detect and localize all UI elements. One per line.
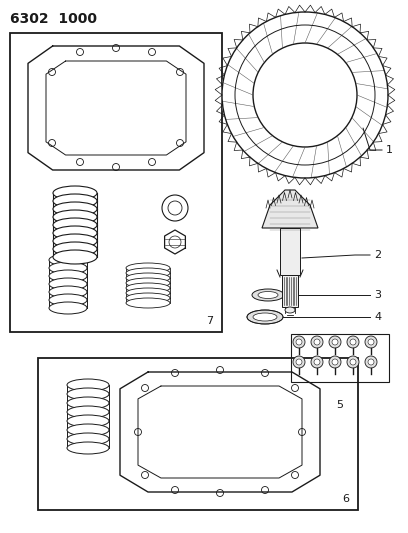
- Ellipse shape: [49, 302, 87, 314]
- Ellipse shape: [67, 415, 109, 427]
- Ellipse shape: [67, 397, 109, 409]
- Ellipse shape: [67, 379, 109, 391]
- Ellipse shape: [258, 292, 278, 298]
- Circle shape: [347, 336, 359, 348]
- Circle shape: [296, 339, 302, 345]
- Circle shape: [311, 356, 323, 368]
- Circle shape: [368, 359, 374, 365]
- Ellipse shape: [253, 313, 277, 321]
- Ellipse shape: [49, 294, 87, 306]
- Ellipse shape: [126, 268, 170, 278]
- Ellipse shape: [247, 310, 283, 324]
- Text: 3: 3: [374, 290, 381, 300]
- Ellipse shape: [53, 250, 97, 264]
- Circle shape: [329, 336, 341, 348]
- Text: 5: 5: [337, 400, 344, 410]
- Ellipse shape: [49, 270, 87, 282]
- Circle shape: [365, 356, 377, 368]
- Bar: [282, 275, 298, 307]
- Circle shape: [332, 339, 338, 345]
- Circle shape: [222, 12, 388, 178]
- Ellipse shape: [126, 283, 170, 293]
- Circle shape: [329, 356, 341, 368]
- Circle shape: [347, 356, 359, 368]
- Circle shape: [293, 356, 305, 368]
- Ellipse shape: [53, 210, 97, 224]
- Ellipse shape: [53, 234, 97, 248]
- Text: 1: 1: [386, 145, 393, 155]
- Ellipse shape: [126, 278, 170, 288]
- Ellipse shape: [285, 307, 295, 313]
- Circle shape: [296, 359, 302, 365]
- Ellipse shape: [49, 286, 87, 298]
- Bar: [291, 334, 389, 382]
- Circle shape: [311, 336, 323, 348]
- Circle shape: [350, 339, 356, 345]
- Text: 4: 4: [374, 312, 381, 322]
- Text: 7: 7: [206, 316, 213, 326]
- Circle shape: [332, 359, 338, 365]
- Ellipse shape: [126, 288, 170, 298]
- Ellipse shape: [67, 388, 109, 400]
- Ellipse shape: [67, 424, 109, 436]
- Ellipse shape: [126, 298, 170, 308]
- Ellipse shape: [126, 273, 170, 283]
- Ellipse shape: [49, 278, 87, 290]
- Ellipse shape: [49, 254, 87, 266]
- Ellipse shape: [67, 442, 109, 454]
- Text: 2: 2: [374, 250, 381, 260]
- Ellipse shape: [49, 262, 87, 274]
- Circle shape: [314, 339, 320, 345]
- Ellipse shape: [53, 226, 97, 240]
- Circle shape: [368, 339, 374, 345]
- Polygon shape: [262, 190, 318, 228]
- Ellipse shape: [252, 289, 284, 301]
- Circle shape: [253, 43, 357, 147]
- Ellipse shape: [67, 433, 109, 445]
- Ellipse shape: [53, 202, 97, 216]
- Bar: [10, 33, 222, 332]
- Ellipse shape: [67, 406, 109, 418]
- Text: 6302  1000: 6302 1000: [10, 12, 97, 26]
- Ellipse shape: [126, 263, 170, 273]
- Text: 6: 6: [342, 494, 350, 504]
- Bar: [38, 358, 358, 510]
- Circle shape: [293, 336, 305, 348]
- Ellipse shape: [126, 293, 170, 303]
- Circle shape: [365, 336, 377, 348]
- Ellipse shape: [53, 194, 97, 208]
- Circle shape: [314, 359, 320, 365]
- Ellipse shape: [53, 218, 97, 232]
- Ellipse shape: [53, 242, 97, 256]
- Ellipse shape: [53, 186, 97, 200]
- Circle shape: [350, 359, 356, 365]
- Bar: [280, 228, 300, 275]
